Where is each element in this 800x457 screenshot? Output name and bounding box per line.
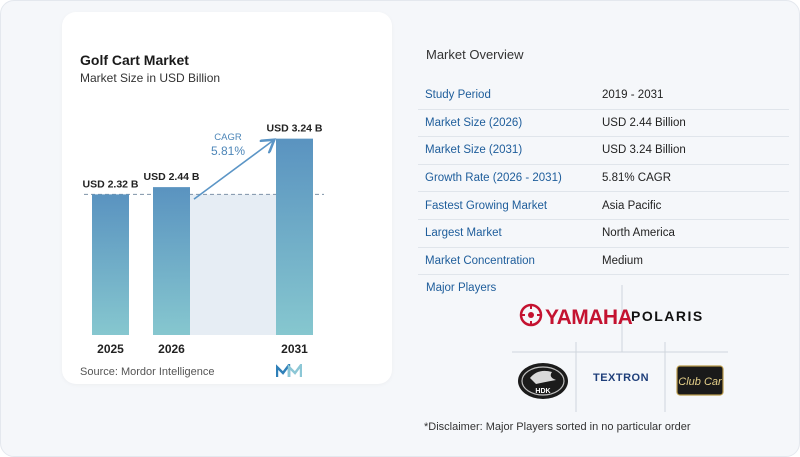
overview-value: USD 3.24 Billion bbox=[602, 144, 686, 157]
cagr-value: 5.81% bbox=[211, 144, 245, 158]
overview-label: Market Size (2031) bbox=[425, 144, 523, 157]
overview-row: Market Concentration Medium bbox=[418, 248, 789, 276]
bar-value-label: USD 2.32 B bbox=[82, 178, 138, 190]
disclaimer: *Disclaimer: Major Players sorted in no … bbox=[424, 421, 691, 433]
bar-chart: USD 2.32 B 2025 USD 2.44 B 2026 USD 3.24 B 20… bbox=[82, 123, 324, 356]
bar-2026 bbox=[153, 187, 190, 335]
overview-label: Fastest Growing Market bbox=[425, 199, 548, 212]
major-players-title: Major Players bbox=[426, 282, 497, 294]
x-tick-label: 2031 bbox=[281, 342, 308, 356]
overview-value: North America bbox=[602, 227, 675, 240]
overview-value: USD 2.44 Billion bbox=[602, 116, 686, 129]
overview-label: Study Period bbox=[425, 89, 491, 102]
overview-label: Market Size (2026) bbox=[425, 116, 523, 129]
overview-row: Market Size (2026) USD 2.44 Billion bbox=[418, 110, 789, 138]
chart-title: Golf Cart Market bbox=[80, 52, 189, 68]
overview-title: Market Overview bbox=[426, 47, 524, 62]
overview-value: 2019 - 2031 bbox=[602, 89, 664, 102]
x-tick-label: 2026 bbox=[158, 342, 185, 356]
cagr-label: CAGR bbox=[214, 132, 242, 143]
overview-row: Study Period 2019 - 2031 bbox=[418, 82, 789, 110]
overview-row: Market Size (2031) USD 3.24 Billion bbox=[418, 137, 789, 165]
bar-value-label: USD 2.44 B bbox=[143, 171, 199, 183]
source-note: Source: Mordor Intelligence bbox=[80, 366, 215, 378]
overview-value: Medium bbox=[602, 254, 643, 267]
mordor-logo-icon bbox=[276, 364, 302, 377]
bar-value-label: USD 3.24 B bbox=[266, 123, 322, 135]
overview-table: Study Period 2019 - 2031 Market Size (20… bbox=[418, 82, 789, 276]
bar-2025 bbox=[92, 194, 129, 335]
bar-2031 bbox=[276, 138, 313, 335]
overview-value: Asia Pacific bbox=[602, 199, 662, 212]
overview-label: Largest Market bbox=[425, 227, 502, 240]
overview-label: Market Concentration bbox=[425, 254, 535, 267]
overview-value: 5.81% CAGR bbox=[602, 172, 672, 185]
x-tick-label: 2025 bbox=[97, 342, 124, 356]
cagr-arrow bbox=[193, 141, 273, 200]
chart-subtitle: Market Size in USD Billion bbox=[80, 71, 221, 85]
overview-label: Growth Rate (2026 - 2031) bbox=[425, 172, 562, 185]
overview-row: Fastest Growing Market Asia Pacific bbox=[418, 192, 789, 220]
overview-row: Growth Rate (2026 - 2031) 5.81% CAGR bbox=[418, 165, 789, 193]
overview-row: Largest Market North America bbox=[418, 220, 789, 248]
